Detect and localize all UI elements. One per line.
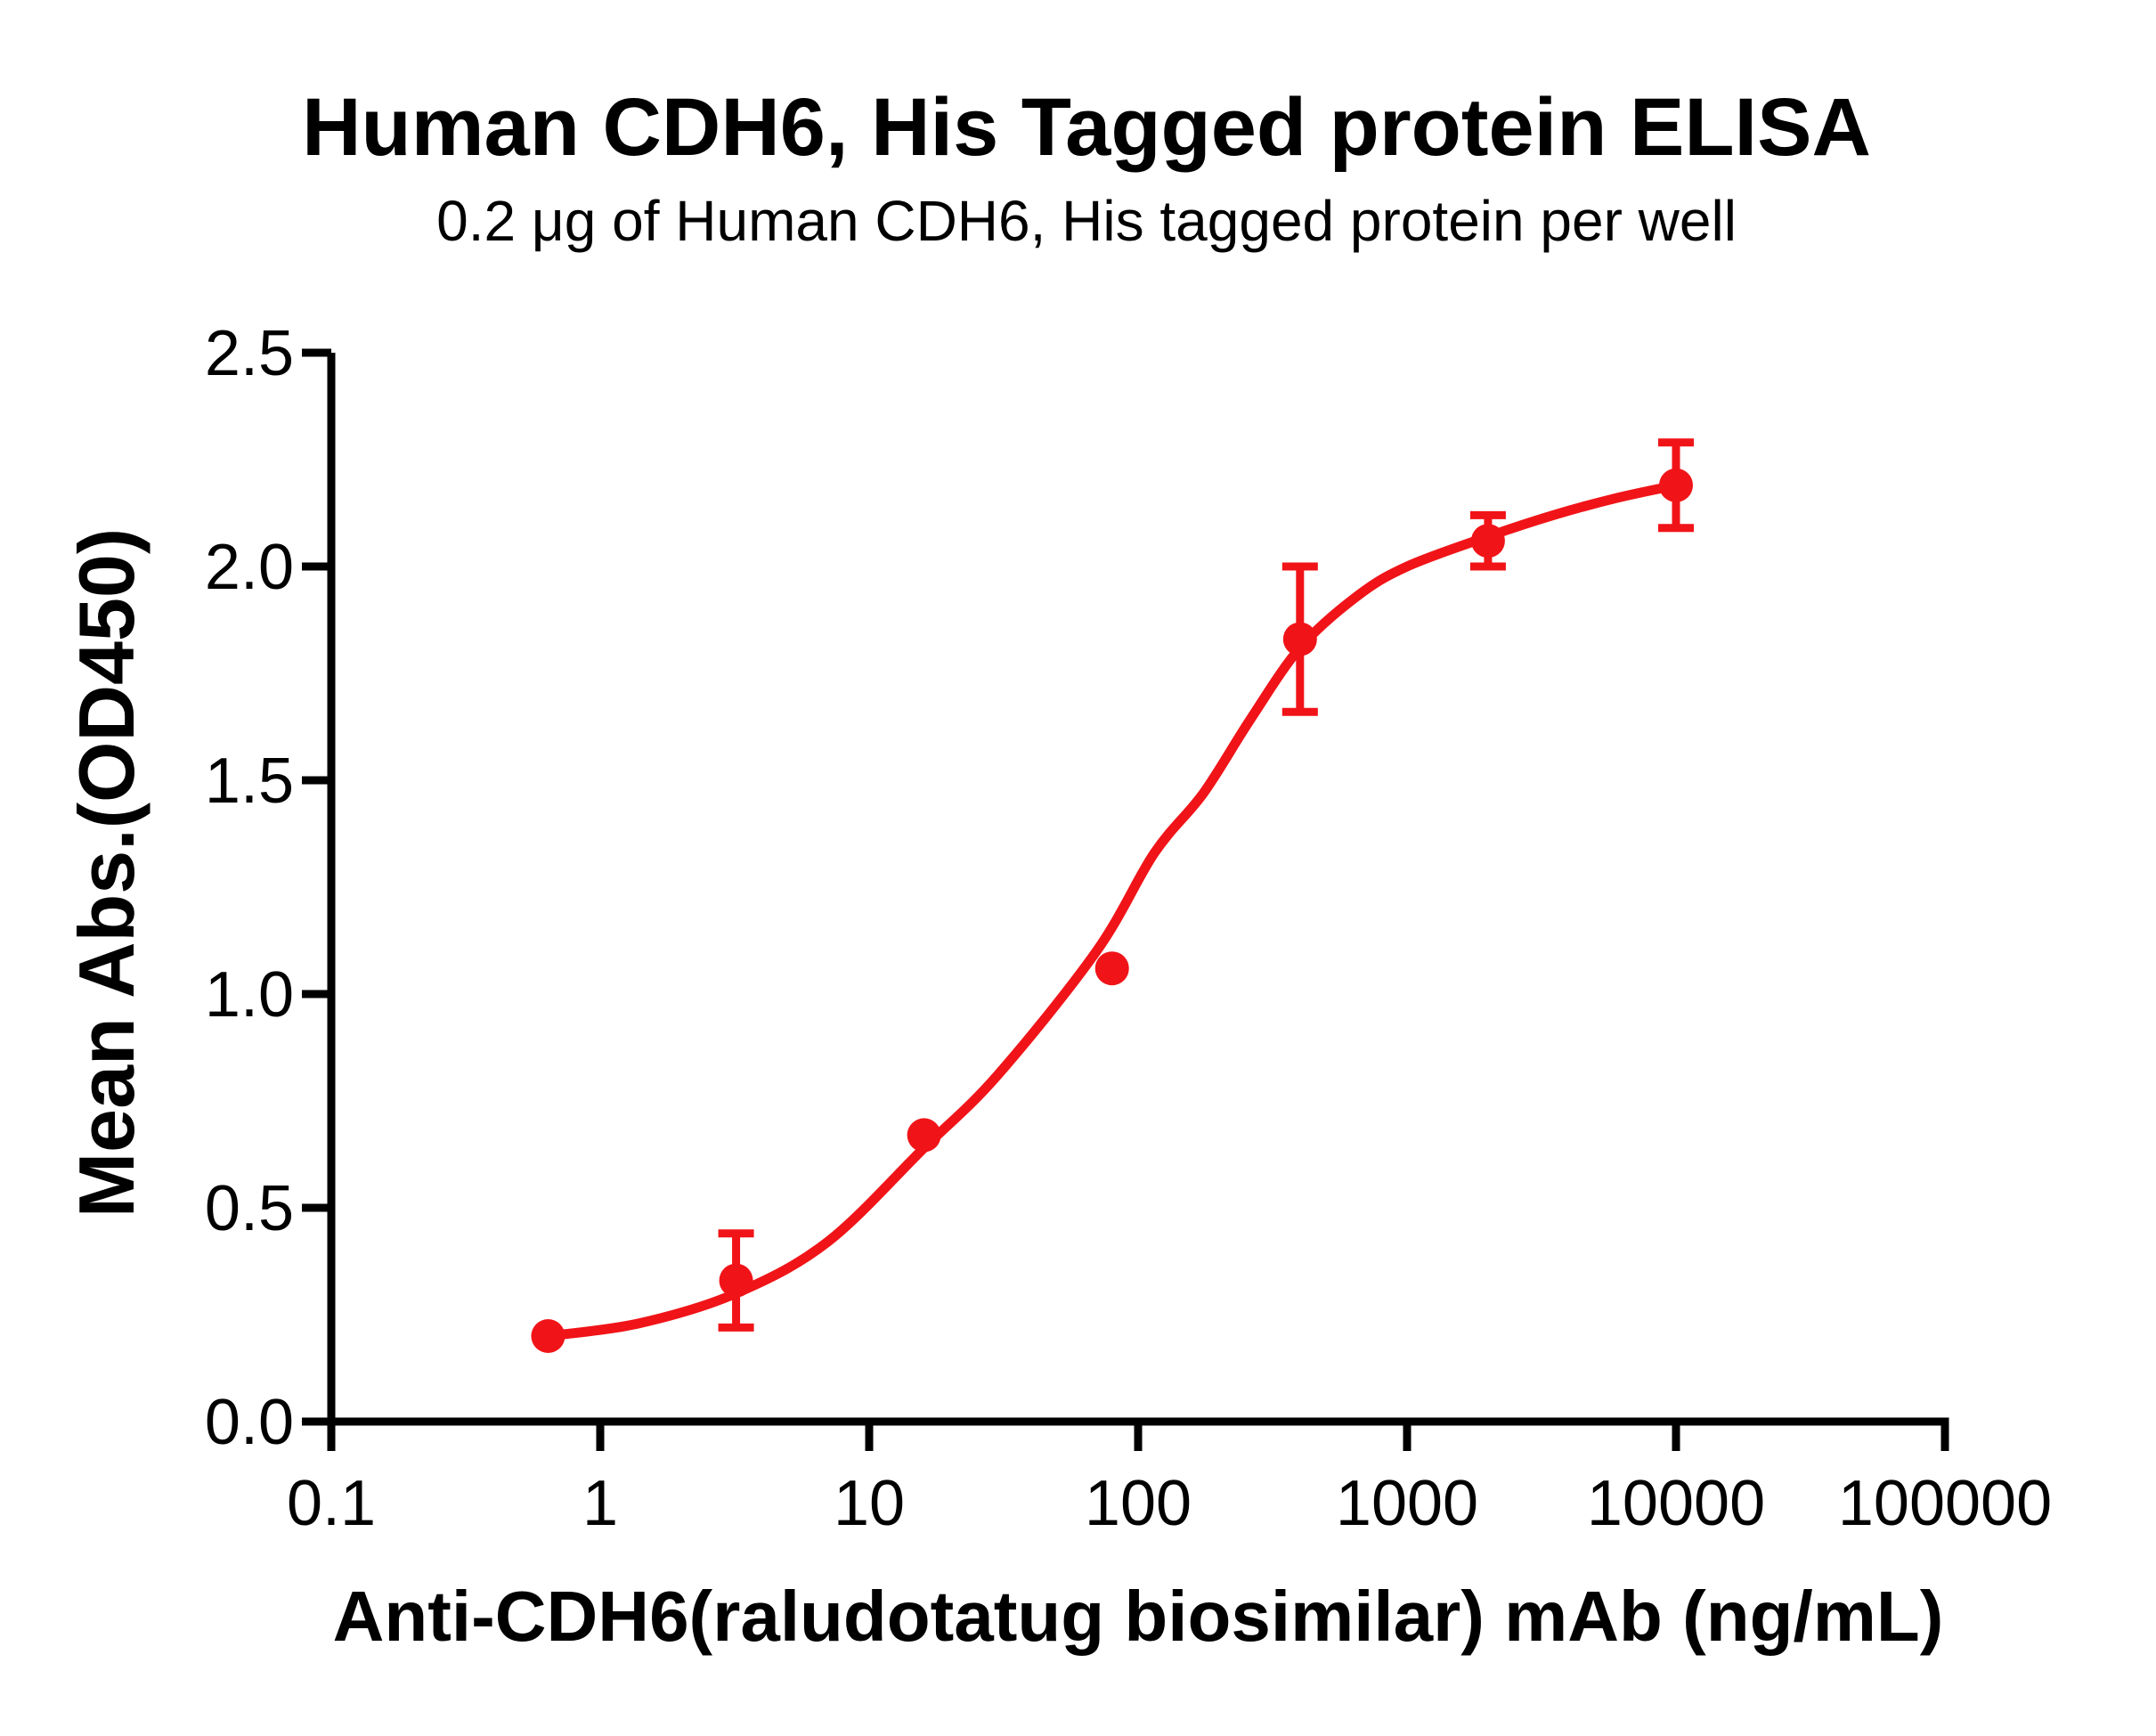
y-tick-label: 2.0 bbox=[205, 532, 294, 603]
tick-layer: 0.1 1 10 100 1000 10000 100000 0.0 0.5 1.0 1.5 2.0 2… bbox=[205, 318, 2052, 1539]
data-point-marker bbox=[1282, 622, 1317, 656]
y-tick-label: 2.5 bbox=[205, 318, 294, 389]
chart-title: Human CDH6, His Tagged protein ELISA bbox=[302, 82, 1871, 173]
x-tick-label: 1 bbox=[582, 1468, 618, 1539]
y-tick-label: 1.0 bbox=[205, 959, 294, 1031]
data-point-marker bbox=[719, 1263, 753, 1298]
x-tick-label: 0.1 bbox=[287, 1468, 376, 1539]
data-point-marker bbox=[1470, 524, 1505, 558]
y-tick-label: 0.5 bbox=[205, 1173, 294, 1244]
x-tick-label: 10000 bbox=[1587, 1468, 1765, 1539]
y-tick-label: 1.5 bbox=[205, 746, 294, 817]
series-layer bbox=[531, 438, 1694, 1353]
y-tick-label: 0.0 bbox=[205, 1387, 294, 1458]
fit-curve bbox=[543, 480, 1681, 1341]
x-tick-label: 100 bbox=[1085, 1468, 1192, 1539]
data-point-marker bbox=[531, 1319, 565, 1353]
data-point-marker bbox=[1094, 951, 1129, 986]
axes-layer bbox=[327, 353, 1949, 1426]
x-axis-title: Anti-CDH6(raludotatug biosimilar) mAb (n… bbox=[333, 1577, 1944, 1656]
x-tick-label: 10 bbox=[834, 1468, 905, 1539]
chart-subtitle: 0.2 μg of Human CDH6, His tagged protein… bbox=[436, 189, 1737, 253]
x-tick-label: 100000 bbox=[1838, 1468, 2052, 1539]
data-point-marker bbox=[907, 1118, 941, 1153]
y-axis-title: Mean Abs.(OD450) bbox=[62, 528, 151, 1218]
data-point-marker bbox=[1659, 468, 1693, 502]
x-tick-label: 1000 bbox=[1336, 1468, 1478, 1539]
